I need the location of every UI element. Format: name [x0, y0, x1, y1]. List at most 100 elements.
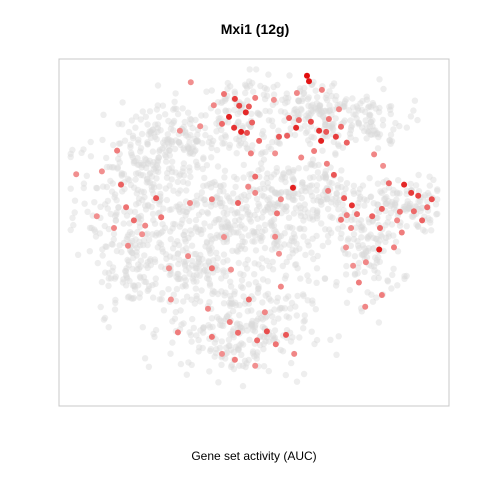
background-point [146, 128, 153, 135]
background-point [227, 283, 235, 290]
active-cell-point [398, 229, 405, 236]
background-point [155, 231, 162, 238]
background-point [314, 105, 322, 112]
background-point [323, 173, 330, 180]
background-point [197, 226, 205, 234]
background-point [101, 222, 109, 230]
background-point [100, 111, 107, 119]
background-point [221, 97, 229, 104]
background-point [251, 238, 258, 245]
background-point [227, 302, 234, 309]
active-cell-point [142, 222, 149, 229]
background-point [144, 121, 151, 128]
background-point [269, 205, 277, 213]
background-point [99, 246, 106, 253]
background-point [230, 173, 238, 181]
background-point [312, 106, 320, 113]
background-point [293, 312, 300, 319]
background-point [110, 164, 117, 171]
background-point [209, 323, 216, 331]
background-point [248, 322, 256, 329]
background-point [269, 122, 276, 130]
background-point [350, 104, 357, 111]
background-point [175, 241, 183, 249]
background-point [169, 138, 176, 145]
background-point [371, 267, 378, 274]
background-point [111, 212, 119, 220]
background-point [174, 203, 182, 210]
background-point [285, 293, 292, 300]
background-point [81, 200, 88, 207]
active-cell-point [231, 124, 238, 131]
background-point [228, 361, 236, 369]
background-point [216, 344, 224, 351]
background-point [181, 228, 189, 235]
background-point [185, 264, 193, 272]
background-point [156, 239, 163, 246]
background-point [274, 202, 281, 210]
background-point [304, 272, 311, 279]
background-point [263, 92, 271, 100]
background-point [96, 230, 104, 237]
background-point [233, 150, 240, 157]
background-point [301, 122, 309, 129]
background-point [183, 208, 191, 215]
background-point [305, 277, 312, 284]
background-point [268, 186, 275, 194]
background-point [170, 254, 177, 261]
background-point [367, 131, 374, 138]
background-point [224, 349, 231, 356]
background-point [314, 169, 322, 176]
background-point [248, 320, 256, 327]
background-point [414, 222, 422, 230]
active-cell-point [93, 213, 100, 220]
background-point [193, 192, 201, 199]
background-point [354, 238, 361, 245]
background-point [313, 232, 320, 240]
background-point [236, 312, 243, 319]
background-point [271, 227, 278, 234]
background-point [149, 210, 157, 218]
background-point [230, 365, 238, 373]
background-point [239, 362, 247, 369]
background-point [322, 167, 329, 175]
background-point [136, 238, 143, 245]
background-point [118, 248, 125, 256]
background-point [131, 208, 139, 216]
background-point [203, 238, 211, 245]
background-point [113, 247, 121, 255]
background-point [144, 160, 152, 167]
background-point [251, 323, 259, 331]
background-point [173, 285, 181, 293]
background-point [198, 230, 205, 238]
background-point [201, 220, 208, 227]
background-point [146, 157, 153, 164]
background-point [254, 289, 262, 296]
background-point [221, 174, 228, 181]
background-point [186, 150, 193, 157]
background-point [300, 233, 307, 240]
background-point [369, 117, 376, 124]
background-point [355, 119, 362, 127]
background-point [381, 195, 389, 202]
background-point [303, 112, 310, 119]
background-point [357, 100, 364, 107]
background-point [162, 153, 170, 160]
background-point [163, 174, 171, 181]
background-point [364, 289, 371, 296]
background-point [145, 363, 153, 370]
background-point [180, 298, 187, 305]
background-point [339, 144, 347, 151]
background-point [430, 176, 437, 183]
background-point [286, 224, 294, 231]
background-point [415, 198, 422, 205]
background-point [343, 180, 351, 187]
background-point [310, 78, 317, 86]
background-point [242, 261, 249, 268]
background-point [130, 294, 138, 302]
background-point [242, 206, 250, 213]
background-point [262, 207, 269, 214]
background-point [185, 145, 192, 152]
background-point [260, 193, 268, 200]
background-point [164, 131, 171, 138]
